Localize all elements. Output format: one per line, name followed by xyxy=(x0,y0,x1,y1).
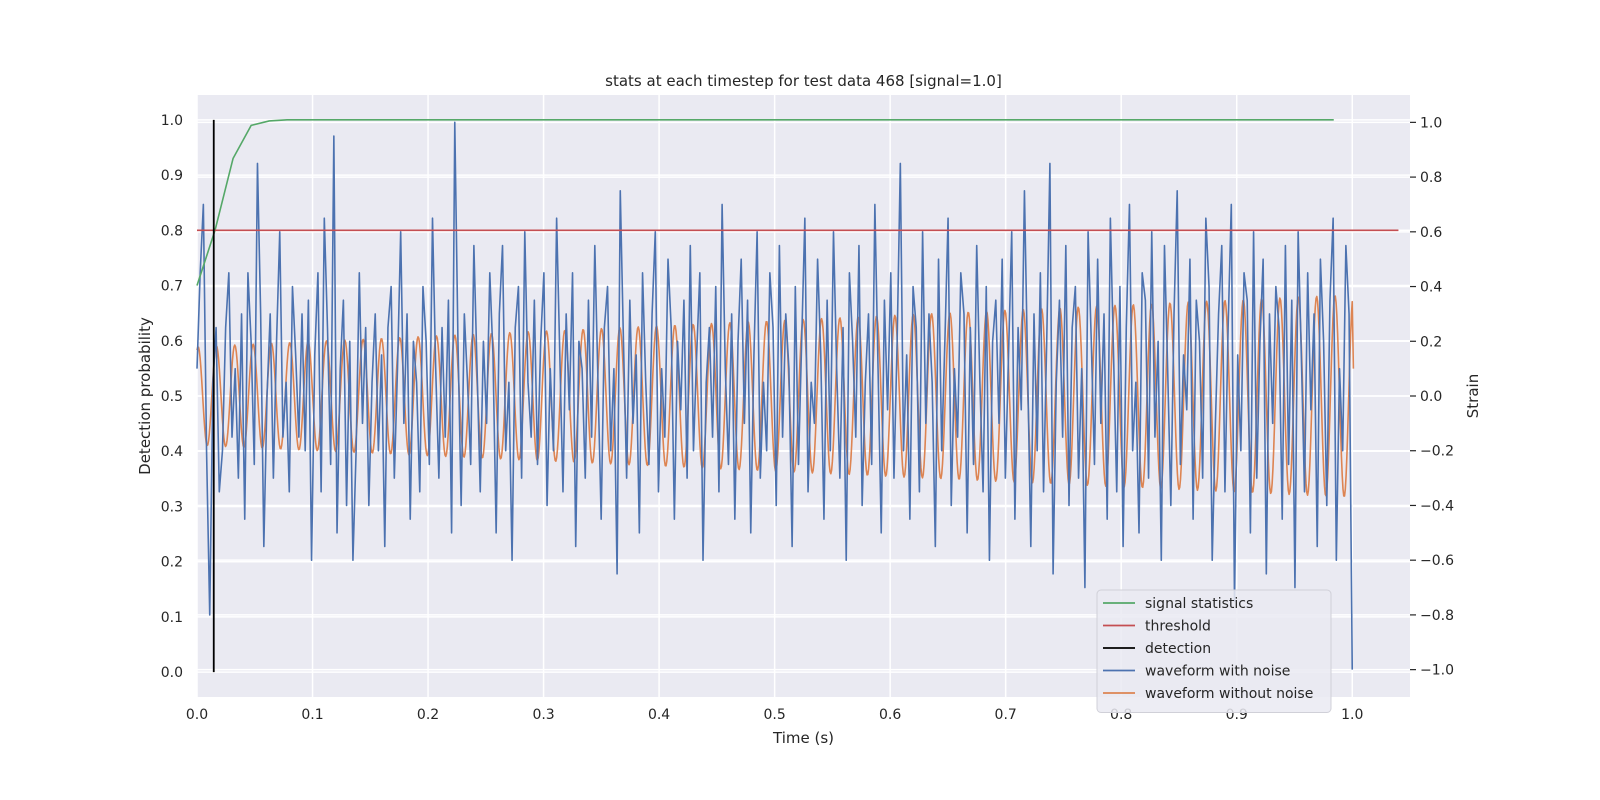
x-tick-label-6: 0.6 xyxy=(879,707,901,723)
legend-box xyxy=(1096,589,1332,713)
y-tick-label-right-0: −1.0 xyxy=(1420,663,1454,679)
x-tick-label-5: 0.5 xyxy=(763,707,785,723)
y-tick-label-right-3: −0.4 xyxy=(1420,498,1454,514)
y-tick-label-right-9: 0.8 xyxy=(1420,170,1442,186)
chart-title: stats at each timestep for test data 468… xyxy=(605,72,1002,90)
y-axis-ticks-left: 0.0 0.1 0.2 0.3 0.4 0.5 0.6 0.7 0.8 0.9 1.0 xyxy=(161,113,183,681)
y-tick-label-10: 1.0 xyxy=(161,113,183,129)
y-tick-label-8: 0.8 xyxy=(161,223,183,239)
y-tick-label-right-5: 0.0 xyxy=(1420,389,1442,405)
y-axis-label: Detection probability xyxy=(136,317,154,475)
legend-label-waveform-without-noise: waveform without noise xyxy=(1145,686,1313,702)
y-tick-label-right-4: −0.2 xyxy=(1420,444,1454,460)
y-tick-label-right-10: 1.0 xyxy=(1420,115,1442,131)
legend-label-signal-statistics: signal statistics xyxy=(1145,596,1253,612)
x-tick-label-1: 0.1 xyxy=(301,707,323,723)
series-line-waveform-with-noise xyxy=(196,121,1354,670)
y-tick-label-2: 0.2 xyxy=(161,555,183,571)
series-line-signal-statistics xyxy=(196,119,1334,286)
x-tick-label-4: 0.4 xyxy=(648,707,670,723)
x-axis-label: Time (s) xyxy=(772,729,834,747)
y-tick-label-6: 0.6 xyxy=(161,334,183,350)
x-tick-label-10: 1.0 xyxy=(1341,707,1363,723)
x-tick-label-2: 0.2 xyxy=(417,707,439,723)
y-tick-label-4: 0.4 xyxy=(161,444,183,460)
y-tick-label-1: 0.1 xyxy=(161,610,183,626)
x-axis-ticks: 0.0 0.1 0.2 0.3 0.4 0.5 0.6 0.7 0.8 0.9 1.0 xyxy=(186,707,1364,723)
y-tick-label-right-8: 0.6 xyxy=(1420,225,1442,241)
y-axis-ticks-right: −1.0 −0.8 −0.6 −0.4 −0.2 0.0 0.2 0.4 0.6 0.8 1.0 xyxy=(1410,115,1454,679)
y-axis-label-right: Strain xyxy=(1464,374,1482,418)
x-tick-label-7: 0.7 xyxy=(995,707,1017,723)
legend: signal statistics threshold detection wavef… xyxy=(1096,589,1332,713)
x-tick-label-0: 0.0 xyxy=(186,707,208,723)
y-tick-label-0: 0.0 xyxy=(161,665,183,681)
y-tick-label-right-6: 0.2 xyxy=(1420,334,1442,350)
y-tick-label-9: 0.9 xyxy=(161,168,183,184)
y-tick-label-right-7: 0.4 xyxy=(1420,280,1442,296)
y-tick-label-right-2: −0.6 xyxy=(1420,553,1454,569)
legend-label-detection: detection xyxy=(1145,641,1211,657)
y-tick-label-5: 0.5 xyxy=(161,389,183,405)
series-layer xyxy=(196,119,1399,673)
y-tick-label-right-1: −0.8 xyxy=(1420,608,1454,624)
x-tick-label-3: 0.3 xyxy=(532,707,554,723)
y-tick-label-3: 0.3 xyxy=(161,499,183,515)
y-tick-label-7: 0.7 xyxy=(161,279,183,295)
legend-label-threshold: threshold xyxy=(1145,619,1211,635)
legend-label-waveform-with-noise: waveform with noise xyxy=(1145,664,1290,680)
